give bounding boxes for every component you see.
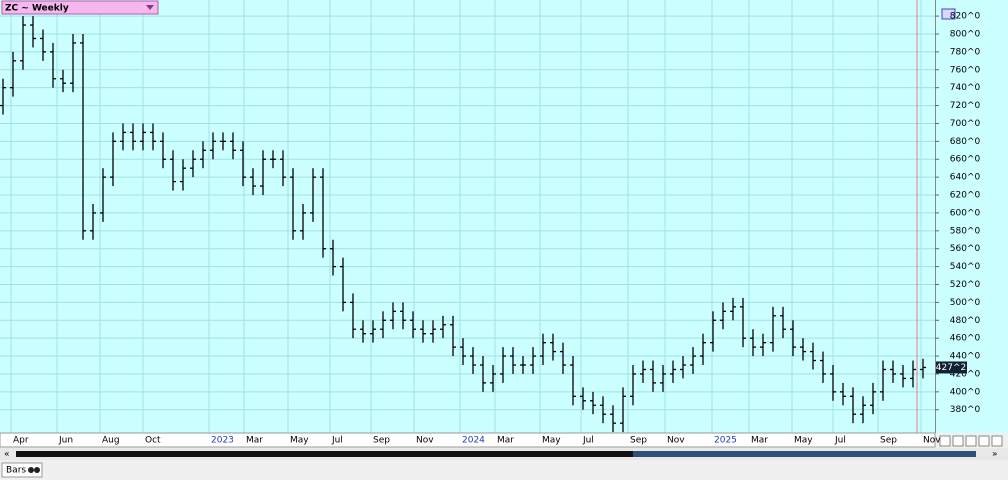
y-tick-label: 480^0 [950,316,981,326]
title-box[interactable] [1,0,159,15]
last-price-marker [936,361,967,374]
y-tick-label: 700^0 [950,119,981,129]
chart-title: ZC ~ Weekly [5,4,69,14]
x-tick-label: Oct [145,436,161,446]
x-tick-label: Sep [630,436,647,446]
y-tick-label: 520^0 [950,280,981,290]
y-tick-label: 680^0 [950,137,981,147]
nav-button[interactable] [991,435,1003,447]
y-tick-label: 600^0 [950,208,981,218]
x-tick-label: 2023 [211,436,234,446]
plot-layer [0,0,935,433]
y-tick-label: 540^0 [950,262,981,272]
x-tick-label: Jul [331,436,343,446]
x-tick-label: May [290,436,309,446]
status-dot [28,467,34,473]
x-tick-label: Mar [246,436,263,446]
x-tick-label: Jul [834,436,846,446]
status-tab[interactable] [1,462,43,478]
y-tick-label: 640^0 [950,173,981,183]
x-tick-label: Aug [102,436,120,446]
y-tick-label: 580^0 [950,226,981,236]
y-tick-label: 760^0 [950,65,981,75]
x-tick-label: Nov [667,436,685,446]
scroll-thumb[interactable] [633,451,976,457]
scroll-right[interactable]: » [992,450,998,460]
status-label: Bars [6,466,26,476]
x-tick-label: May [794,436,813,446]
x-tick-label: Sep [373,436,390,446]
x-tick-label: Sep [880,436,897,446]
x-tick-label: Mar [751,436,768,446]
x-tick-label: Mar [497,436,514,446]
corner-icon[interactable] [941,8,956,20]
y-tick-label: 560^0 [950,244,981,254]
y-tick-label: 420^0 [950,369,981,379]
y-tick-label: 780^0 [950,47,981,57]
y-tick-label: 460^0 [950,334,981,344]
dropdown-arrow[interactable] [146,5,154,10]
y-tick-label: 500^0 [950,298,981,308]
nav-buttons [939,435,1003,447]
status-dot [34,467,40,473]
x-tick-label: 2025 [714,436,737,446]
nav-button[interactable] [939,435,951,447]
x-tick-label: Jul [582,436,594,446]
x-tick-label: 2024 [462,436,485,446]
x-axis-strip [0,432,936,448]
nav-button[interactable] [965,435,977,447]
y-tick-label: 720^0 [950,101,981,111]
nav-button[interactable] [952,435,964,447]
scroll-left[interactable]: « [4,450,10,460]
y-tick-label: 440^0 [950,352,981,362]
last-price-label: 427^2 [936,363,966,373]
x-tick-label: May [542,436,561,446]
nav-button[interactable] [978,435,990,447]
y-tick-label: 800^0 [950,29,981,39]
y-tick-label: 820^0 [950,12,981,22]
scroll-track [16,451,976,457]
x-tick-label: Nov [923,436,941,446]
y-tick-label: 400^0 [950,387,981,397]
x-tick-label: Nov [416,436,434,446]
y-tick-label: 380^0 [950,405,981,415]
y-tick-label: 740^0 [950,83,981,93]
y-tick-label: 660^0 [950,155,981,165]
x-tick-label: Apr [13,436,29,446]
y-tick-label: 620^0 [950,191,981,201]
plot-background [0,0,1008,433]
x-tick-label: Jun [58,436,73,446]
